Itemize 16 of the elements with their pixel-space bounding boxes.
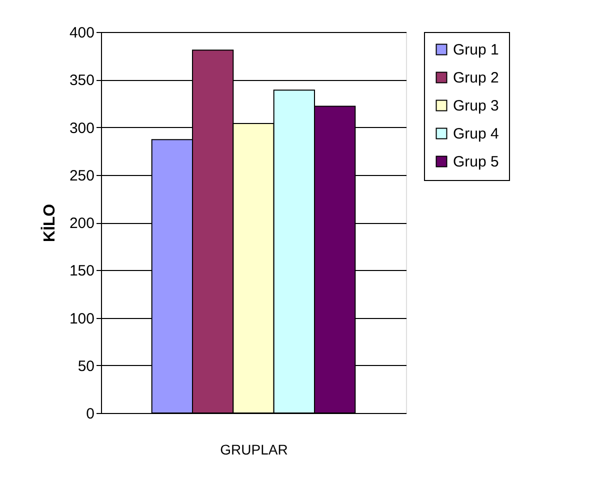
- legend-label: Grup 4: [453, 126, 499, 142]
- y-tick-label: 400: [69, 24, 94, 42]
- x-axis-title: GRUPLAR: [220, 442, 288, 458]
- y-tick-label: 0: [86, 406, 94, 422]
- y-tick-label: 100: [69, 310, 94, 328]
- y-tick-label: 350: [69, 72, 94, 90]
- y-tick-label: 50: [78, 358, 94, 375]
- legend-label: Grup 3: [453, 98, 499, 114]
- legend-label: Grup 1: [453, 42, 499, 58]
- y-tick-label: 250: [69, 167, 94, 184]
- y-tick-label: 150: [69, 262, 94, 280]
- legend-label: Grup 5: [453, 154, 499, 170]
- y-tick-label: 200: [69, 215, 94, 232]
- y-tick-label: 300: [69, 120, 94, 137]
- y-axis-title: KİLO: [40, 204, 58, 242]
- legend-label: Grup 2: [453, 70, 499, 86]
